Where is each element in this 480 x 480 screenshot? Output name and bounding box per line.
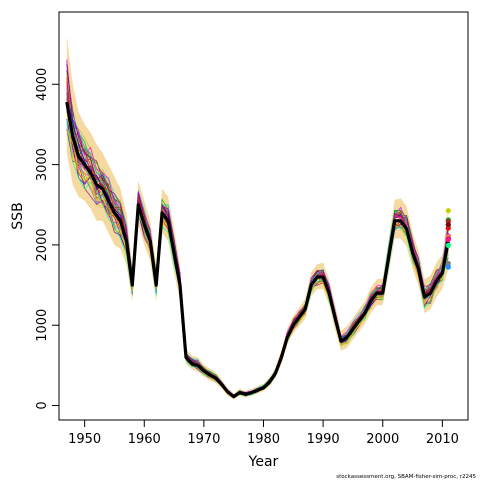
x-tick-label: 2000 — [366, 432, 399, 447]
y-axis: 0 1000 2000 3000 4000 — [35, 68, 59, 410]
x-tick-label: 1980 — [247, 432, 280, 447]
x-tick-label: 1950 — [68, 432, 101, 447]
end-points-layer — [445, 208, 451, 270]
simulation-line — [66, 130, 449, 398]
end-point-dot — [445, 222, 451, 228]
x-tick-label: 1990 — [307, 432, 340, 447]
y-tick-label: 1000 — [35, 309, 50, 342]
end-point-dot — [445, 242, 451, 248]
main-series-line — [65, 101, 450, 399]
simulation-line — [66, 121, 449, 399]
simulation-line — [66, 128, 449, 398]
end-point-dot — [445, 264, 451, 270]
x-tick-label: 2010 — [426, 432, 459, 447]
y-axis-title: SSB — [10, 202, 26, 229]
end-point-dot — [445, 236, 451, 243]
y-tick-label: 2000 — [35, 228, 50, 261]
x-axis: 1950 1960 1970 1980 1990 2000 2010 — [68, 420, 459, 447]
end-point-dot — [445, 208, 451, 214]
x-tick-label: 1970 — [187, 432, 220, 447]
source-footnote: stockassessment.org, SBAM-fisher-sim-pro… — [336, 474, 476, 480]
simulation-line — [66, 125, 449, 399]
main-series-layer — [65, 101, 450, 399]
y-tick-label: 3000 — [35, 148, 50, 181]
x-axis-title: Year — [248, 454, 279, 470]
simulation-line — [66, 122, 449, 398]
x-tick-label: 1960 — [128, 432, 161, 447]
y-tick-label: 0 — [35, 401, 50, 409]
y-tick-label: 4000 — [35, 68, 50, 101]
